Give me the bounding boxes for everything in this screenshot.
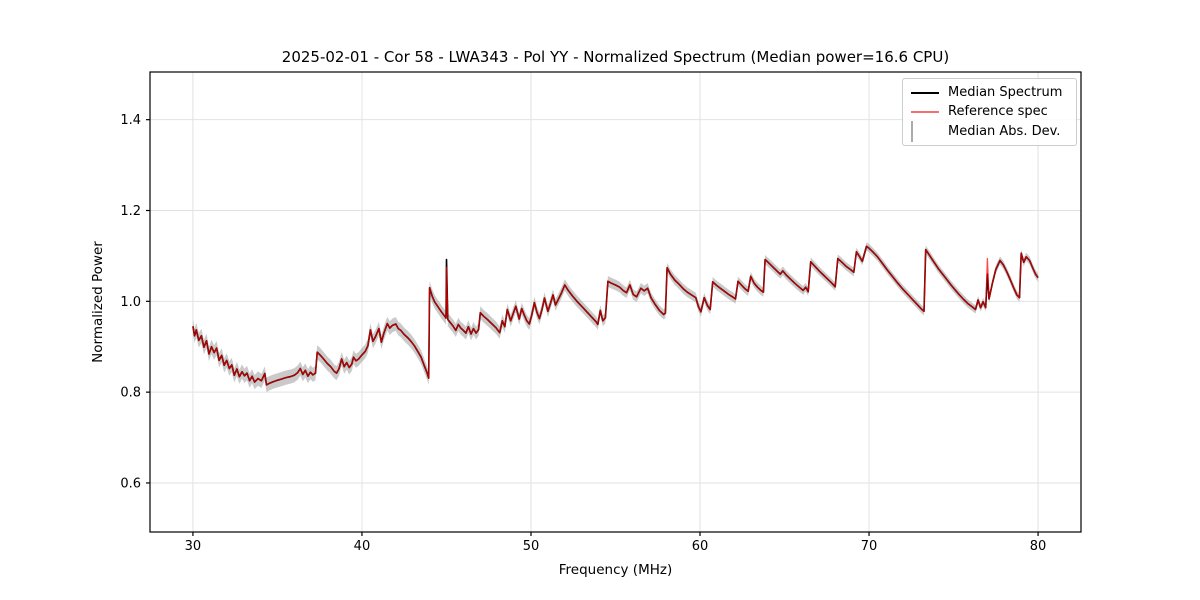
y-tick-label: 1.2 [120, 204, 141, 219]
legend-label: Reference spec [948, 104, 1048, 120]
median-spectrum-line [192, 245, 1039, 386]
legend-label: Median Abs. Dev. [948, 123, 1061, 139]
legend-item-median-spectrum: Median Spectrum [911, 83, 1068, 102]
legend-label: Median Spectrum [948, 85, 1063, 101]
x-tick-label: 40 [354, 539, 371, 554]
median-spectrum-line-swatch-icon [911, 91, 939, 94]
y-tick-label: 1.0 [120, 295, 141, 310]
median-abs-dev-band [192, 242, 1039, 392]
median-abs-dev-patch-swatch-icon [911, 120, 939, 142]
x-tick-label: 60 [692, 539, 709, 554]
legend-item-median-abs-dev: Median Abs. Dev. [911, 120, 1068, 142]
x-tick-label: 30 [185, 539, 202, 554]
y-tick-label: 1.4 [120, 113, 141, 128]
legend-item-reference-spec: Reference spec [911, 102, 1068, 121]
y-tick-label: 0.6 [120, 476, 141, 491]
y-tick-label: 0.8 [120, 386, 141, 401]
x-tick-label: 80 [1030, 539, 1047, 554]
legend: Median Spectrum Reference spec Median Ab… [902, 78, 1077, 146]
reference-spec-line [192, 245, 1039, 386]
x-tick-label: 70 [861, 539, 878, 554]
chart-title: 2025-02-01 - Cor 58 - LWA343 - Pol YY - … [281, 48, 950, 66]
plot-spines [149, 71, 1082, 533]
x-axis-label: Frequency (MHz) [558, 562, 673, 578]
x-tick-label: 50 [523, 539, 540, 554]
reference-spec-line-swatch-icon [911, 110, 939, 113]
